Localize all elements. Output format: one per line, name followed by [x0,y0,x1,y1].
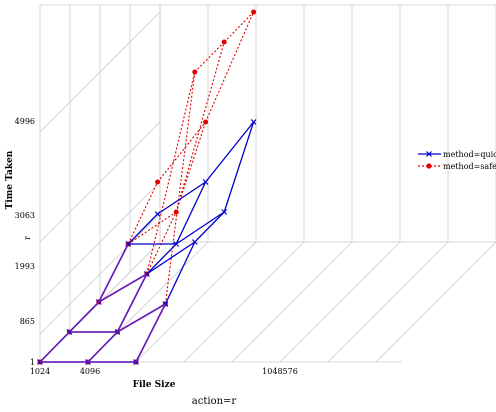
z-axis-label: r [23,236,32,240]
data-point [191,239,198,245]
y-axis-label: Time Taken [5,150,15,209]
y-tick-label: 1993 [15,262,35,271]
data-point [203,119,209,125]
data-point [154,211,161,217]
series-line-segment [157,121,207,183]
series-line-segment [223,121,255,213]
y-tick-label: 865 [20,317,35,326]
series-line-segment [205,121,255,183]
series-line-segment [146,71,196,275]
series-line-segment [194,41,225,73]
x-tick-label: 4096 [80,367,100,376]
grid-line [183,241,305,363]
data-point [221,39,227,45]
series-line-segment [175,41,225,213]
series-line-segment [127,181,159,245]
grid-line [375,241,496,363]
legend-marker-quick [426,151,432,157]
series-line-segment [98,273,148,303]
series-line-segment [175,181,207,245]
data-point [221,209,228,215]
series-overlap [39,243,167,363]
legend-label-quick: method=quick [443,150,496,159]
grid-line [231,241,353,363]
series-line-segment [146,241,196,275]
series-line-segment [146,211,177,275]
series-line-segment [116,303,166,333]
y-tick-label: 3063 [15,211,35,220]
footer-label: action=r [192,396,237,407]
series-line-segment [205,11,255,123]
data-point [202,179,209,185]
y-tick-label: 1 [30,358,35,367]
series-line-segment [135,303,167,363]
data-point [192,69,198,75]
series-line-segment [98,243,129,303]
data-point [173,209,179,215]
series-line-segment [157,181,206,215]
data-point [173,241,180,247]
series-layer [37,9,257,365]
series-line-segment [164,241,196,305]
grid-line [327,241,449,363]
series-line-segment [127,211,177,245]
series-line-segment [223,11,254,43]
series-line-segment [68,301,100,333]
legend-label-safe: method=safe [443,162,496,171]
legend: method=quick method=safe [418,150,496,171]
series-line-segment [39,331,70,363]
x-tick-label: 1024 [30,367,50,376]
y-tick-label: 4996 [15,117,35,126]
series-line-segment [175,211,225,245]
series-line-segment [164,71,196,305]
x-axis-label: File Size [133,380,176,390]
grid-line [279,241,401,363]
legend-marker-safe [426,163,432,169]
data-point [250,119,257,125]
series-line-segment [194,211,225,243]
data-point [251,9,257,15]
grid-line [135,241,257,363]
series-line-segment [87,331,118,363]
series-line-segment [146,243,177,275]
x-tick-label: 1048576 [262,367,298,376]
series-line-segment [127,213,159,245]
series-line-segment [116,273,148,333]
data-point [155,179,161,185]
grid-layer [39,4,496,363]
